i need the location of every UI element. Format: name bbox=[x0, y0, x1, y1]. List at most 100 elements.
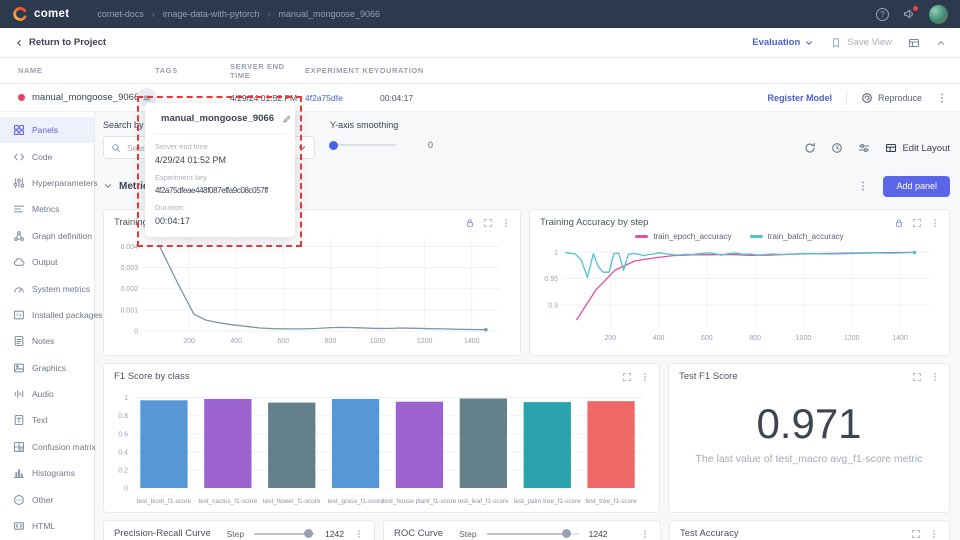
svg-text:400: 400 bbox=[653, 335, 665, 342]
legend-item-train_epoch_accuracy[interactable]: train_epoch_accuracy bbox=[635, 232, 732, 241]
panel-menu-icon[interactable] bbox=[930, 218, 940, 228]
panel-menu-icon[interactable] bbox=[501, 218, 511, 228]
add-panel-button[interactable]: Add panel bbox=[883, 175, 950, 197]
server-end-time-value: 4/29/24 01:52 PM bbox=[155, 155, 227, 165]
sidebar-item-output[interactable]: Output bbox=[0, 249, 94, 275]
lock-icon[interactable] bbox=[465, 218, 475, 228]
expand-icon[interactable] bbox=[483, 218, 493, 228]
sidebar-item-installed-packages[interactable]: Py Installed packages bbox=[0, 302, 102, 328]
svg-text:0.2: 0.2 bbox=[118, 467, 128, 474]
panel-title: Training Loss bbox=[114, 217, 171, 228]
column-header-server-end-time[interactable]: SERVER END TIME bbox=[230, 61, 285, 80]
step-slider-thumb[interactable] bbox=[562, 529, 572, 538]
sidebar-item-hyperparameters[interactable]: Hyperparameters bbox=[0, 170, 98, 196]
panel-menu-icon[interactable] bbox=[930, 372, 940, 382]
comet-logo-icon bbox=[13, 7, 27, 21]
edit-layout-button[interactable]: Edit Layout bbox=[885, 142, 950, 154]
panel-menu-icon[interactable] bbox=[640, 529, 650, 539]
filter-sliders-icon[interactable] bbox=[858, 142, 870, 154]
sidebar-item-system-metrics[interactable]: System metrics bbox=[0, 275, 94, 301]
experiment-key-label: Experiment key bbox=[155, 173, 207, 182]
step-slider-thumb[interactable] bbox=[304, 529, 314, 538]
text-icon bbox=[13, 414, 25, 426]
svg-text:1400: 1400 bbox=[464, 338, 480, 345]
panel-menu-icon[interactable] bbox=[640, 372, 650, 382]
smoothing-slider-thumb[interactable] bbox=[329, 140, 338, 150]
breadcrumb-item[interactable]: image-data-with-pytorch bbox=[162, 9, 260, 19]
step-slider[interactable] bbox=[486, 529, 579, 538]
svg-text:200: 200 bbox=[183, 338, 195, 345]
breadcrumb-item[interactable]: comet-docs bbox=[97, 9, 144, 19]
sidebar-item-histograms[interactable]: Histograms bbox=[0, 460, 94, 486]
row-menu-icon[interactable] bbox=[936, 92, 948, 104]
comet-logo[interactable]: comet bbox=[12, 6, 69, 22]
breadcrumb-separator: › bbox=[151, 9, 155, 19]
svg-text:test_flower_f1-score: test_flower_f1-score bbox=[263, 498, 321, 505]
layout-icon[interactable] bbox=[908, 37, 920, 49]
chevron-down-icon bbox=[103, 181, 113, 191]
sidebar-item-html[interactable]: HTML bbox=[0, 513, 94, 539]
column-header-duration[interactable]: DURATION bbox=[380, 66, 424, 75]
legend-item-train_batch_accuracy[interactable]: train_batch_accuracy bbox=[749, 232, 844, 241]
smoothing-label: Y-axis smoothing bbox=[330, 120, 399, 130]
test-accuracy-panel: Test Accuracy bbox=[669, 520, 950, 540]
experiment-key-link[interactable]: 4f2a75dfe bbox=[305, 92, 343, 103]
register-model-button[interactable]: Register Model bbox=[767, 92, 832, 103]
expand-icon[interactable] bbox=[912, 372, 922, 382]
edit-name-icon[interactable] bbox=[282, 114, 292, 124]
server-end-time-cell: 4/29/24 01:52 PM bbox=[230, 92, 298, 103]
expand-icon[interactable] bbox=[912, 218, 922, 228]
section-menu-icon[interactable] bbox=[857, 180, 869, 192]
column-header-name[interactable]: NAME bbox=[18, 66, 43, 75]
user-avatar[interactable] bbox=[929, 4, 948, 24]
svg-text:0: 0 bbox=[134, 329, 138, 336]
column-header-experiment-key[interactable]: EXPERIMENT KEY bbox=[305, 66, 380, 75]
breadcrumb: comet-docs › image-data-with-pytorch › manua… bbox=[97, 9, 380, 19]
lock-icon[interactable] bbox=[894, 218, 904, 228]
roc-curve-panel: ROC Curve Step 1242 bbox=[383, 520, 661, 540]
sidebar-item-confusion-matrix[interactable]: Confusion matrix bbox=[0, 434, 96, 460]
panel-menu-icon[interactable] bbox=[354, 529, 364, 539]
panel-title: ROC Curve bbox=[394, 528, 444, 539]
sidebar-item-panels[interactable]: Panels bbox=[0, 117, 94, 144]
sidebar-item-metrics[interactable]: Metrics bbox=[0, 196, 94, 222]
sidebar-item-other[interactable]: Other bbox=[0, 486, 94, 512]
panel-menu-icon[interactable] bbox=[929, 529, 939, 539]
smoothing-slider[interactable] bbox=[329, 140, 396, 150]
expand-icon[interactable] bbox=[622, 372, 632, 382]
sidebar-item-label: Graphics bbox=[32, 362, 67, 373]
svg-text:test_bush_f1-score: test_bush_f1-score bbox=[137, 498, 192, 505]
svg-text:test_palm tree_f1-score: test_palm tree_f1-score bbox=[514, 498, 582, 505]
experiment-name-cell: manual_mongoose_9066 bbox=[18, 92, 155, 103]
reproduce-button[interactable]: Reproduce bbox=[861, 92, 922, 104]
refresh-icon[interactable] bbox=[804, 142, 816, 154]
sidebar-item-text[interactable]: Text bbox=[0, 407, 94, 433]
collapse-header-icon[interactable] bbox=[936, 38, 946, 48]
expand-icon[interactable] bbox=[911, 529, 921, 539]
column-header-tags[interactable]: TAGS bbox=[155, 66, 178, 75]
sidebar-item-graph-definition[interactable]: Graph definition bbox=[0, 223, 94, 249]
svg-text:1: 1 bbox=[124, 395, 128, 402]
legend-label: train_batch_accuracy bbox=[767, 232, 844, 241]
save-view-button[interactable]: Save View bbox=[830, 37, 892, 49]
svg-text:800: 800 bbox=[325, 338, 337, 345]
return-to-project-button[interactable]: Return to Project bbox=[14, 37, 106, 48]
view-selector-dropdown[interactable]: Evaluation bbox=[752, 37, 814, 48]
smoothing-group: Y-axis smoothing 0 bbox=[329, 120, 433, 150]
sidebar-item-notes[interactable]: Notes bbox=[0, 328, 94, 354]
metrics-section-toggle[interactable]: Metrics ( bbox=[103, 181, 160, 192]
experiment-table-row[interactable]: manual_mongoose_9066 4/29/24 01:52 PM 4f… bbox=[0, 84, 960, 112]
history-icon[interactable] bbox=[831, 142, 843, 154]
step-slider[interactable] bbox=[254, 529, 316, 538]
graph-icon bbox=[13, 230, 25, 242]
announcements-button[interactable] bbox=[903, 6, 918, 20]
sidebar-item-audio[interactable]: Audio bbox=[0, 381, 94, 407]
sidebar-item-graphics[interactable]: Graphics bbox=[0, 355, 94, 381]
breadcrumb-item[interactable]: manual_mongoose_9066 bbox=[278, 9, 381, 19]
training-accuracy-panel: Training Accuracy by step train_epoch_ac… bbox=[529, 209, 950, 356]
sidebar-item-code[interactable]: Code bbox=[0, 143, 94, 169]
popover-experiment-name: manual_mongoose_9066 bbox=[161, 113, 274, 124]
toolbar: Return to Project Evaluation Save View bbox=[0, 28, 960, 58]
help-icon[interactable]: ? bbox=[876, 7, 889, 21]
search-filter-chevron-icon[interactable] bbox=[297, 143, 307, 153]
